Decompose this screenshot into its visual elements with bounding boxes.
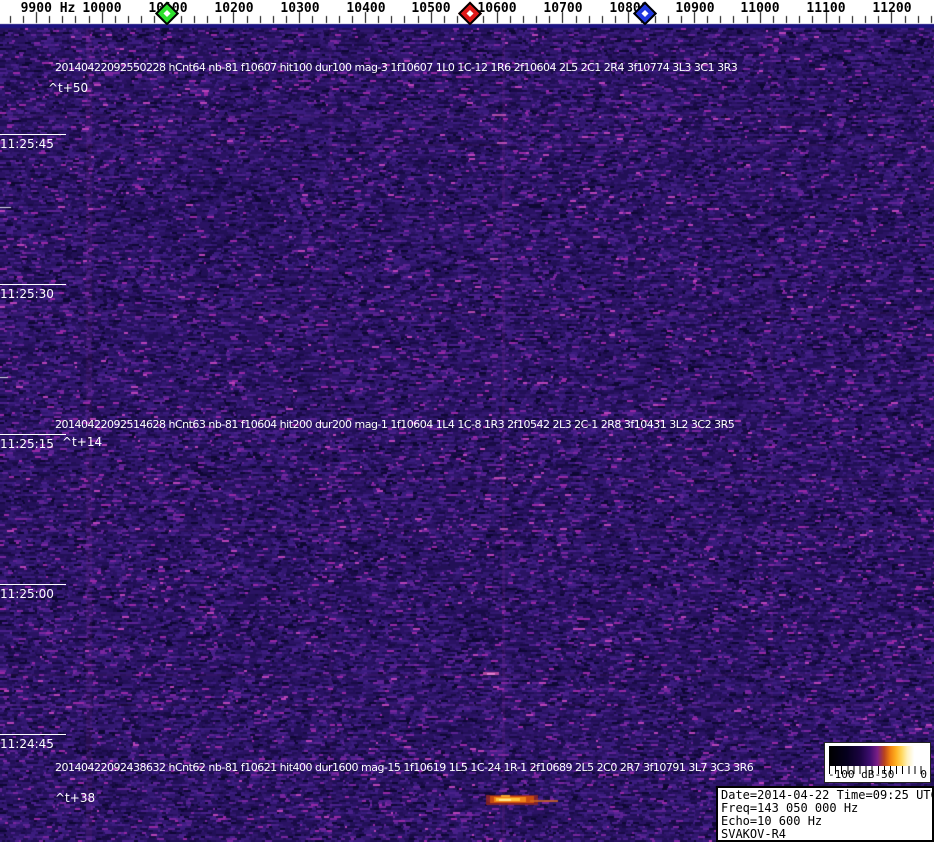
db-label-max: 0 xyxy=(920,768,927,781)
freq-tick-label: 11100 xyxy=(806,1,846,16)
freq-tick-label: 10300 xyxy=(280,1,320,16)
marker-center-dot xyxy=(466,9,474,18)
marker-center-dot xyxy=(641,9,649,18)
time-tick: 11:25:15 xyxy=(0,434,66,451)
time-tick-line xyxy=(0,734,66,735)
time-tick-label: 11:24:45 xyxy=(0,737,54,751)
time-tick-label: 11:25:45 xyxy=(0,137,54,151)
time-tick-line xyxy=(0,434,66,435)
info-line-freq: Freq=143 050 000 Hz xyxy=(721,801,859,815)
time-tick: 11:25:45 xyxy=(0,134,66,151)
time-tick: 11:25:30 xyxy=(0,284,66,301)
station-info-box: Date=2014-04-22 Time=09:25 UTC Freq=143 … xyxy=(716,786,934,842)
time-tick-label: 11:25:00 xyxy=(0,587,54,601)
marker-center-dot xyxy=(163,9,171,18)
info-line-station: SVAKOV-R4 xyxy=(721,827,787,841)
freq-tick-label: 11200 xyxy=(872,1,912,16)
detection-time-offset: ^t+38 xyxy=(55,791,96,805)
time-tick-label: 11:25:15 xyxy=(0,437,54,451)
freq-tick-label: 11000 xyxy=(740,1,780,16)
detection-time-offset: ^t+14 xyxy=(62,435,103,449)
detection-annotation: 20140422092550228 hCnt64 nb-81 f10607 hi… xyxy=(55,61,738,74)
detection-annotation: 20140422092438632 hCnt62 nb-81 f10621 hi… xyxy=(55,761,754,774)
freq-tick-label: 10200 xyxy=(214,1,254,16)
db-gradient-bar xyxy=(829,746,926,766)
db-label-mid: -50 xyxy=(874,768,895,781)
time-tick-line xyxy=(0,284,66,285)
info-line-date: Date=2014-04-22 Time=09:25 UTC xyxy=(721,788,934,802)
time-tick-line xyxy=(0,134,66,135)
freq-tick-label: 10400 xyxy=(346,1,386,16)
detection-annotation: 20140422092514628 hCnt63 nb-81 f10604 hi… xyxy=(55,418,735,431)
db-scale-labels: -100 dB -50 0 xyxy=(828,768,927,781)
db-scale-legend: -100 dB -50 0 xyxy=(824,742,931,783)
info-line-echo: Echo=10 600 Hz xyxy=(721,814,823,828)
detection-time-offset: ^t+50 xyxy=(48,81,89,95)
freq-tick-label: 10500 xyxy=(411,1,451,16)
freq-tick-label: 9900 Hz xyxy=(20,1,76,16)
freq-tick-label: 10700 xyxy=(543,1,583,16)
freq-tick-label: 10000 xyxy=(82,1,122,16)
db-label-min: -100 dB xyxy=(828,768,875,781)
freq-tick-label: 10900 xyxy=(675,1,715,16)
db-scale-ticks xyxy=(829,766,926,774)
time-tick-label: 11:25:30 xyxy=(0,287,54,301)
time-tick: 11:25:00 xyxy=(0,584,66,601)
time-tick: 11:24:45 xyxy=(0,734,66,751)
freq-tick-label: 10600 xyxy=(477,1,517,16)
time-tick-line xyxy=(0,584,66,585)
